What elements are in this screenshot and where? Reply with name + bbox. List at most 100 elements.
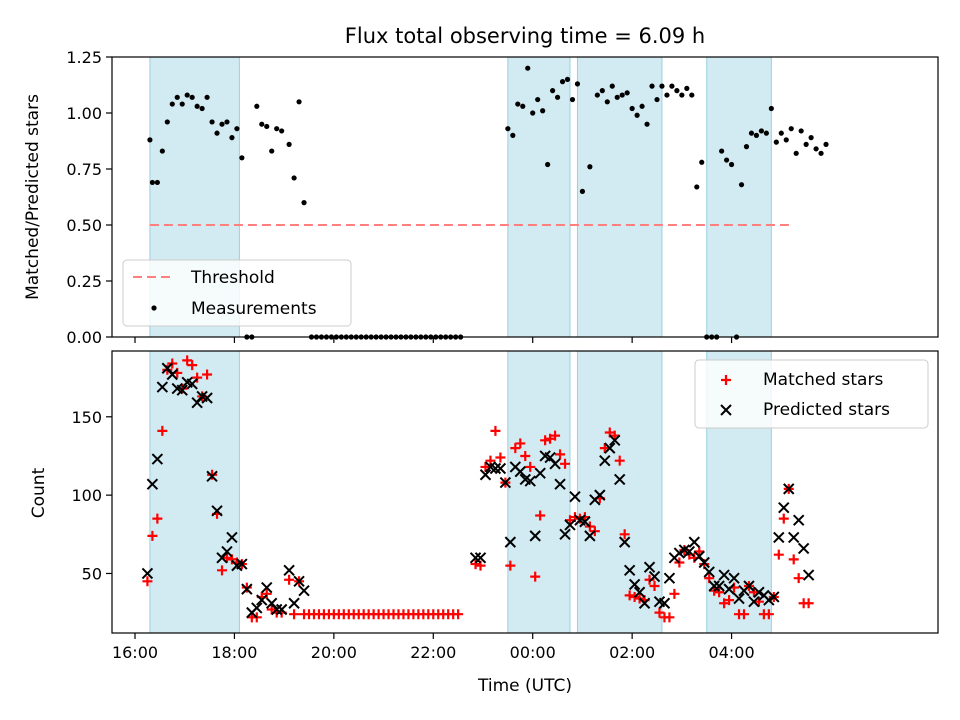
measurement-point <box>540 108 546 114</box>
predicted-star-point <box>554 478 566 490</box>
matched-star-point <box>550 430 561 441</box>
matched-star-point <box>535 510 546 521</box>
measurement-point <box>753 132 760 138</box>
y-tick-label: 1.25 <box>66 48 102 67</box>
predicted-star-point <box>499 476 512 489</box>
measurement-point <box>579 188 586 194</box>
matched-star-point <box>182 355 193 366</box>
matched-star-point <box>157 425 168 436</box>
matched-star-point <box>778 513 789 524</box>
measurement-point <box>689 92 695 98</box>
predicted-star-point <box>643 561 656 573</box>
predicted-star-point <box>146 478 159 490</box>
matched-star-point <box>510 443 521 454</box>
matched-star-point <box>505 560 516 571</box>
predicted-star-point <box>559 528 571 541</box>
predicted-star-point <box>141 567 154 580</box>
legend-box <box>694 359 929 429</box>
matched-star-point <box>773 549 784 560</box>
measurement-point <box>679 92 685 98</box>
measurement-point <box>209 119 215 125</box>
measurement-point <box>164 119 170 125</box>
measurement-point <box>204 94 210 100</box>
predicted-star-point <box>802 569 815 581</box>
matched-star-point <box>289 609 300 620</box>
predicted-star-point <box>648 570 661 583</box>
predicted-star-point <box>283 564 295 577</box>
plot-frame <box>111 56 939 338</box>
measurement-point <box>634 112 640 118</box>
measurement-point <box>229 135 235 141</box>
predicted-star-point <box>256 594 268 606</box>
measurement-point <box>510 132 516 138</box>
legend-label: Matched stars <box>763 370 883 390</box>
matched-star-point <box>192 372 203 383</box>
measurement-point <box>554 94 561 100</box>
measurement-point <box>594 92 600 98</box>
measurement-point <box>520 103 526 109</box>
predicted-star-point <box>713 580 725 592</box>
measurement-point <box>664 92 670 98</box>
matched-star-point <box>453 609 464 620</box>
predicted-star-point <box>251 602 263 614</box>
matched-star-point <box>714 587 725 598</box>
predicted-star-point <box>504 536 517 548</box>
measurement-point <box>639 103 645 109</box>
measurement-point <box>259 121 265 127</box>
x-tick-label: 18:00 <box>211 643 257 662</box>
predicted-star-point <box>753 586 765 598</box>
matched-star-point <box>614 455 625 466</box>
measurement-point <box>813 146 819 152</box>
predicted-star-point <box>206 470 218 483</box>
observing-interval <box>149 350 240 634</box>
measurement-point <box>719 148 725 154</box>
predicted-star-point <box>569 490 581 503</box>
x-tick-label: 04:00 <box>709 643 755 662</box>
matched-star-point <box>147 530 158 541</box>
predicted-star-point <box>788 531 800 544</box>
y-tick-label: 50 <box>82 564 102 583</box>
observing-interval <box>706 56 772 338</box>
predicted-star-point <box>469 552 482 564</box>
measurement-point <box>296 99 302 105</box>
measurement-point <box>728 161 735 168</box>
matched-star-point <box>525 461 536 472</box>
predicted-star-point <box>743 580 755 592</box>
measurement-point <box>748 130 755 136</box>
measurement-point <box>609 83 615 89</box>
predicted-star-point <box>534 467 546 479</box>
measurement-point <box>149 179 155 186</box>
predicted-star-point <box>270 603 283 616</box>
matched-star-point <box>221 552 232 563</box>
matched-star-point <box>470 559 481 570</box>
measurement-point <box>773 139 779 145</box>
predicted-star-point <box>549 458 561 470</box>
measurement-point <box>669 83 675 89</box>
predicted-star-point <box>733 592 745 605</box>
predicted-star-point <box>698 556 710 569</box>
matched-star-point <box>763 609 774 620</box>
measurement-point <box>569 96 576 103</box>
predicted-star-point <box>479 469 492 481</box>
predicted-star-point <box>599 454 611 467</box>
observing-interval <box>576 56 663 338</box>
matched-star-point <box>574 513 585 524</box>
x-tick-label: 20:00 <box>311 643 357 662</box>
predicted-star-point <box>293 575 305 588</box>
predicted-star-point <box>494 462 507 475</box>
predicted-star-point <box>783 483 795 495</box>
predicted-star-point <box>201 392 213 404</box>
matched-star-point <box>644 574 655 585</box>
predicted-star-point <box>489 462 502 475</box>
predicted-star-point <box>792 514 805 526</box>
predicted-star-point <box>221 545 233 558</box>
predicted-star-point <box>633 586 646 598</box>
measurement-point <box>525 65 531 71</box>
predicted-star-point <box>594 489 606 501</box>
predicted-star-point <box>186 378 198 390</box>
observing-interval <box>507 350 571 634</box>
matched-star-point <box>649 581 660 591</box>
predicted-star-point <box>166 368 178 381</box>
y-tick-label: 0.75 <box>66 160 102 179</box>
measurement-point <box>619 92 625 98</box>
